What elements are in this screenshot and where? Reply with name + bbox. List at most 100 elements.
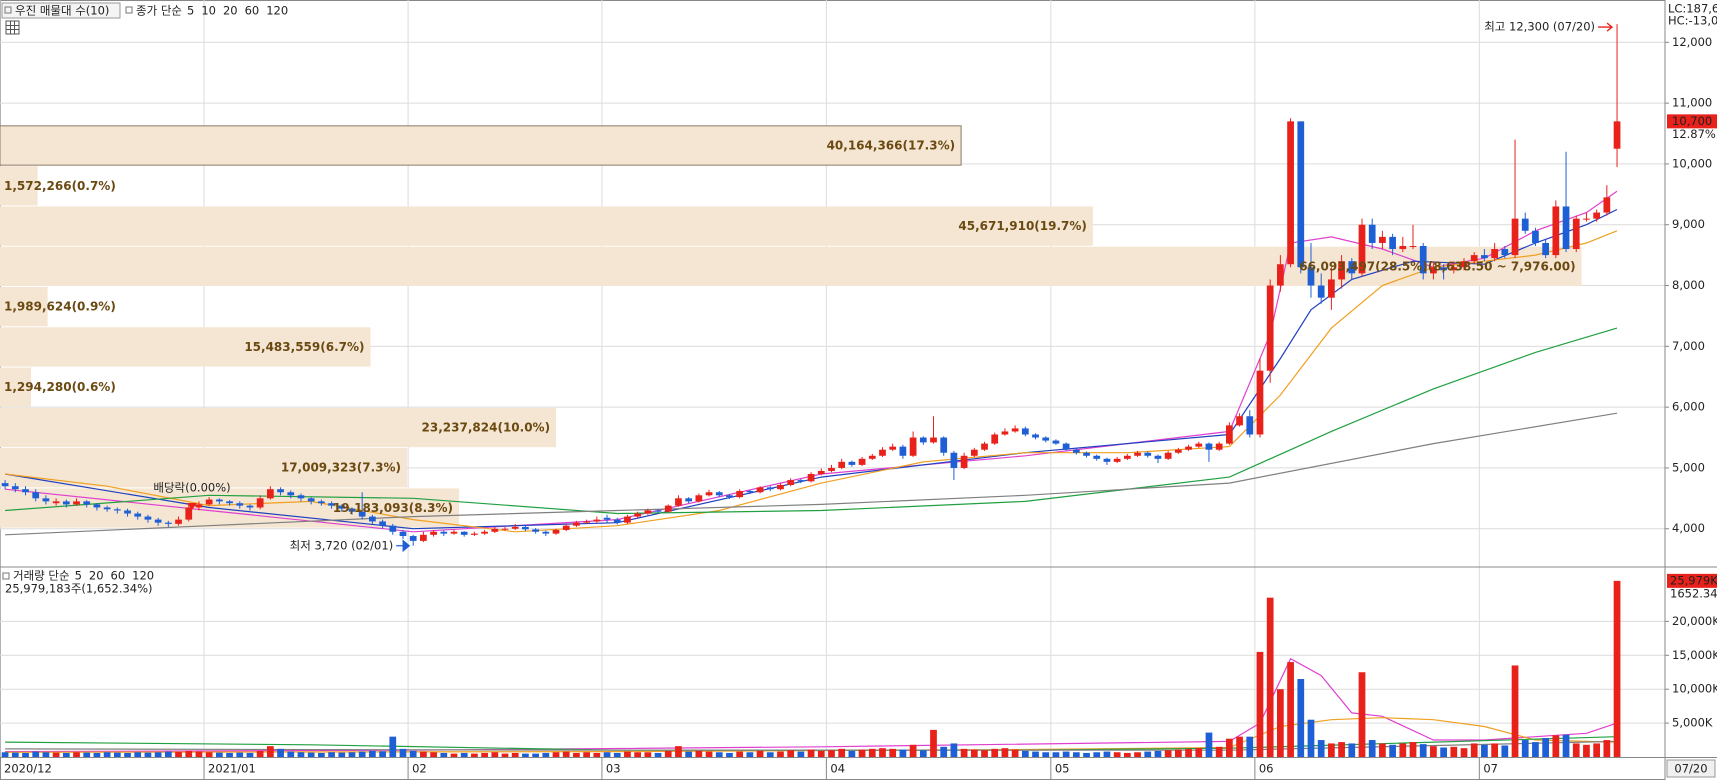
volume-bar (73, 752, 80, 757)
candle-body (62, 501, 70, 505)
candle-body (491, 528, 499, 532)
legend-item: 10 (201, 4, 216, 18)
candle-body (134, 513, 142, 517)
volume-bar (52, 752, 60, 757)
volume-bar (379, 751, 386, 757)
candle-body (369, 516, 376, 522)
lc-label: LC:187,63 (1668, 2, 1717, 16)
candle-body (1552, 206, 1560, 256)
volume-bar (817, 750, 825, 757)
candle-body (1164, 452, 1172, 459)
volume-bar (1287, 662, 1294, 757)
volume-bar (134, 752, 142, 757)
volume-change: 1652.34% (1670, 586, 1717, 600)
candle-body (1174, 449, 1182, 453)
volume-bar (93, 752, 101, 757)
volume-bar (562, 751, 570, 757)
volume-bar (705, 751, 713, 757)
candle-body (471, 533, 478, 535)
volume-bar (1481, 744, 1488, 757)
volume-bar (256, 750, 264, 757)
profile-bar (0, 246, 1582, 286)
ma-line (5, 327, 1618, 515)
candle-body (1225, 425, 1233, 444)
volume-bar (266, 746, 274, 757)
candle-body (409, 536, 417, 541)
profile-label: 19,183,093(8.3%) (333, 501, 453, 515)
legend-item: 5 (75, 569, 82, 583)
y-tick-label: 7,000 (1672, 339, 1705, 353)
hc-label: HC:-13,0 (1668, 14, 1717, 28)
volume-bar (1256, 651, 1264, 757)
candle-body (154, 519, 162, 523)
candle-body (1613, 121, 1621, 149)
last-price: 10,700 (1672, 114, 1712, 128)
volume-bar (511, 752, 519, 757)
y-tick-label: 12,000 (1672, 35, 1712, 49)
candle-body (450, 531, 458, 534)
volume-bar (471, 753, 478, 757)
candle-body (746, 491, 754, 493)
candle-body (1277, 264, 1284, 286)
candle-body (1072, 449, 1080, 453)
legend-item: 120 (132, 569, 154, 583)
candle-body (736, 491, 744, 498)
volume-bar (1450, 746, 1458, 757)
legend-item: 20 (223, 4, 238, 18)
candle-body (1032, 434, 1039, 438)
candle-body (440, 531, 448, 534)
volume-bar (583, 752, 590, 757)
volume-bar (1103, 751, 1111, 757)
candle-body (919, 437, 927, 443)
candle-body (1409, 245, 1417, 247)
volume-bar (1399, 743, 1407, 757)
candle-body (838, 461, 846, 468)
volume-bar (634, 752, 642, 757)
volume-bar (399, 748, 407, 757)
candle-body (32, 492, 40, 499)
volume-bar (83, 752, 91, 757)
volume-bar (644, 752, 652, 757)
ma-line (5, 412, 1618, 536)
candle-body (1583, 218, 1590, 220)
volume-bar (307, 752, 315, 757)
candle-body (766, 487, 774, 490)
volume-last: 25,979K (1670, 573, 1717, 587)
volume-bar (277, 748, 284, 757)
volume-bar (113, 752, 121, 757)
volume-bar (1205, 732, 1213, 757)
volume-bar (1572, 743, 1580, 757)
ma-line (5, 230, 1618, 533)
volume-bar (613, 752, 621, 757)
volume-bar (1532, 742, 1539, 757)
y-tick-label: 9,000 (1672, 217, 1705, 231)
volume-bar (1297, 679, 1305, 757)
date-box (1666, 759, 1716, 778)
legend-item: 5 (187, 4, 194, 18)
x-tick-label: 03 (606, 762, 621, 776)
candle-body (297, 495, 305, 499)
ex-dividend-arrow (187, 503, 197, 510)
candle-body (583, 521, 590, 523)
volume-bar (1470, 743, 1478, 757)
candle-body (950, 452, 958, 468)
volume-bar (552, 752, 560, 757)
candle-body (164, 522, 172, 524)
volume-bar (1328, 743, 1335, 757)
volume-bar (664, 750, 672, 757)
candle-body (42, 498, 50, 502)
ex-dividend: 배당락(0.00%) (153, 481, 230, 495)
volume-bar (32, 751, 40, 757)
low-label: 최저 3,720 (02/01) (290, 538, 394, 552)
candle-body (73, 501, 80, 505)
candle-body (113, 509, 121, 511)
candle-body (715, 492, 723, 496)
candle-body (532, 529, 539, 532)
candle-body (695, 495, 703, 502)
volume-bar (430, 752, 437, 757)
candle-body (1440, 267, 1447, 271)
candle-body (1368, 224, 1376, 243)
profile-label: 23,237,824(10.0%) (422, 420, 551, 434)
candle-body (1246, 416, 1254, 435)
